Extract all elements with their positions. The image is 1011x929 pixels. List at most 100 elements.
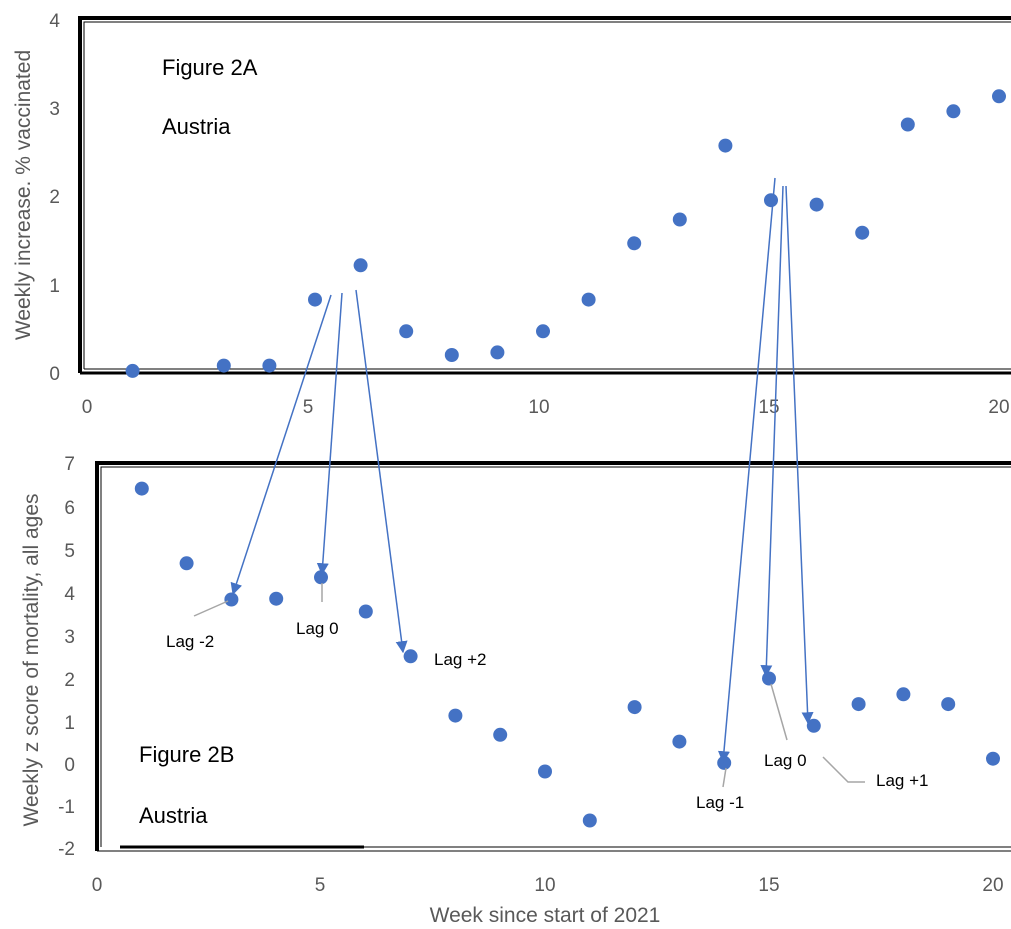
panel-a-point [672,212,687,227]
panel-a-point [581,292,596,307]
panel-a-point [216,358,231,373]
panel-b-y-tick: 6 [64,498,75,519]
panel-a-frame [78,16,1011,373]
panel-b: -2 -1 0 1 2 3 4 5 6 7 0 5 10 15 20 Weekl… [20,454,1011,927]
panel-b-x-tick: 5 [315,875,326,896]
panel-b-point [717,755,732,770]
annotation-lag-minus-2: Lag -2 [166,632,214,651]
panel-b-point [672,734,687,749]
panel-b-frame-inner [100,466,1011,847]
panel-a-y-tick: 2 [49,187,60,208]
panel-a-frame-inner [83,21,1011,369]
panel-a-point [490,345,505,360]
arrow-lag-0-first [316,292,343,576]
panel-b-point [448,708,463,723]
arrow-lag-plus-1 [785,185,814,725]
panel-a-point [946,104,961,119]
panel-b-point [896,687,911,702]
panel-b-point [314,570,328,585]
panel-b-point [762,671,776,686]
panel-a-subtitle: Austria [162,114,231,139]
panel-a-point [627,236,642,251]
panel-b-points [134,481,1000,828]
panel-b-point [358,604,373,619]
panel-a-point [399,324,414,339]
panel-a-point [353,258,368,273]
panel-a-y-tick: 3 [49,99,60,120]
panel-b-y-axis-label: Weekly z score of mortality, all ages [20,493,43,826]
panel-b-x-tick: 20 [982,875,1003,896]
arrow-lag-minus-1 [717,177,776,764]
annotation-lag-0-first: Lag 0 [296,619,339,638]
panel-a-y-tick: 1 [49,276,60,297]
arrow-lag-plus-2 [355,289,408,654]
panel-b-point [179,556,194,571]
arrow-lag-0-second [760,185,784,678]
panel-b-point [806,718,821,733]
panel-b-x-tick: 0 [92,875,103,896]
panel-b-y-tick: -2 [58,839,75,860]
panel-a-point [444,348,459,362]
panel-b-x-tick-labels: 0 5 10 15 20 [92,875,1004,896]
panel-a-point [308,292,322,307]
panel-b-frame [95,461,1011,851]
panel-b-point [627,700,642,715]
panel-b-y-tick: 2 [64,670,75,691]
panel-a-point [125,363,140,378]
panel-b-y-tick: -1 [58,797,75,818]
panel-a-y-tick: 0 [49,364,60,385]
panel-b-y-tick: 3 [64,627,75,648]
panel-b-y-tick: 0 [64,755,75,776]
panel-a-y-tick: 4 [49,11,60,32]
panel-b-y-tick: 7 [64,454,75,475]
panel-a-y-tick-labels: 0 1 2 3 4 [49,11,60,385]
annotation-lag-minus-1: Lag -1 [696,793,744,812]
callout-leaders [193,583,865,788]
panel-b-point [493,727,508,742]
panel-a-title: Figure 2A [162,55,258,80]
panel-b-point [538,764,552,779]
annotation-lag-0-second: Lag 0 [764,751,807,770]
panel-a-x-tick: 10 [528,397,549,418]
panel-b-y-tick: 4 [64,584,75,605]
callout-leader-lag-plus-1 [822,756,865,783]
panel-a-x-tick: 0 [82,397,93,418]
panel-a: 0 1 2 3 4 0 5 10 15 20 Weekly increase. … [12,11,1011,418]
panel-b-point [269,591,284,606]
panel-a-point [900,117,915,132]
panel-b-title: Figure 2B [139,742,234,767]
panel-b-x-tick: 15 [758,875,779,896]
panel-b-x-tick: 10 [534,875,555,896]
lag-arrows [230,177,814,764]
panel-b-point [851,697,866,712]
panel-a-points [125,89,1006,378]
panel-a-x-tick: 5 [303,397,314,418]
panel-a-y-axis-label: Weekly increase. % vaccinated [12,50,35,340]
panel-a-point [809,197,824,212]
callout-leader-lag-minus-1 [722,767,727,788]
panel-b-point [582,813,597,828]
panel-b-point [986,751,1000,766]
panel-b-y-tick-labels: -2 -1 0 1 2 3 4 5 6 7 [58,454,75,860]
x-axis-label: Week since start of 2021 [430,904,661,927]
panel-a-point [855,225,870,240]
callout-leader-lag-0-second [770,683,788,741]
arrow-lag-minus-2 [230,294,332,596]
annotation-lag-plus-1: Lag +1 [876,771,928,790]
panel-b-y-tick: 5 [64,541,75,562]
panel-b-point [403,649,418,664]
callout-leader-lag-minus-2 [193,600,229,617]
panel-b-point [941,697,956,712]
panel-a-x-tick-labels: 0 5 10 15 20 [82,397,1010,418]
panel-b-subtitle: Austria [139,803,208,828]
panel-a-point [992,89,1006,104]
panel-a-point [764,193,778,208]
panel-b-point [224,592,239,607]
panel-b-y-tick: 1 [64,713,75,734]
panel-a-x-tick: 15 [758,397,779,418]
panel-b-point [134,481,149,496]
annotation-lag-plus-2: Lag +2 [434,650,486,669]
panel-a-point [536,324,550,339]
panel-a-point [262,358,277,373]
